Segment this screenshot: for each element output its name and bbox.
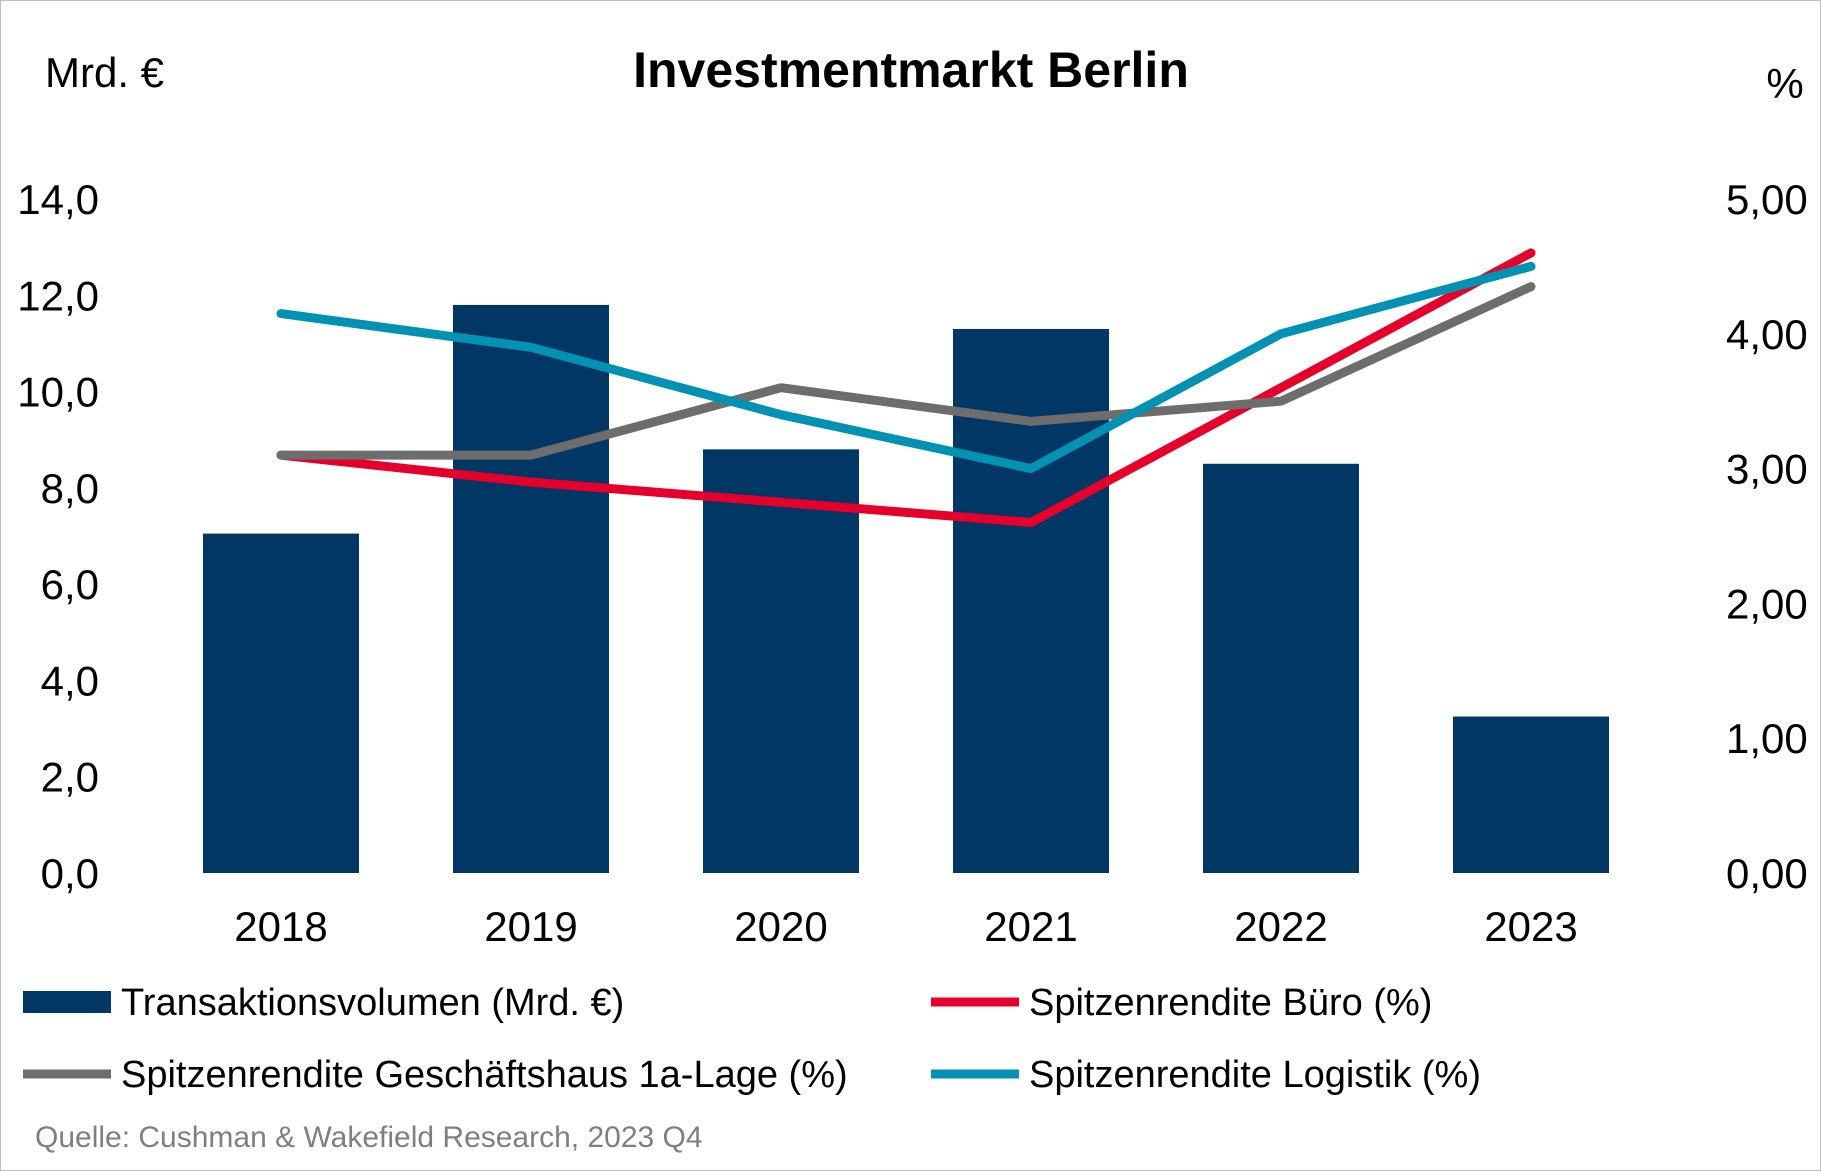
- right-axis-ticks: 0,00 1,00 2,00 3,00 4,00 5,00: [1726, 176, 1808, 897]
- line-series-1: [276, 282, 1536, 460]
- line-point-1-2018: [280, 454, 282, 457]
- right-tick-label: 1,00: [1726, 715, 1808, 762]
- bar-2019: [453, 304, 609, 873]
- line-series-2: [276, 261, 1536, 474]
- bar-2023: [1453, 716, 1609, 873]
- left-tick-label: 4,0: [41, 657, 99, 704]
- line-point-1-2021: [1030, 420, 1032, 423]
- left-tick-label: 14,0: [17, 176, 99, 223]
- legend: Transaktionsvolumen (Mrd. €) Spitzenrend…: [23, 982, 1481, 1096]
- x-tick-label: 2022: [1234, 903, 1327, 950]
- x-tick-label: 2020: [734, 903, 827, 950]
- line-point-1-2023: [1530, 285, 1532, 288]
- bar-2018: [203, 533, 359, 873]
- legend-label-transaktionsvolumen: Transaktionsvolumen (Mrd. €): [121, 982, 624, 1024]
- x-axis-ticks: 2018 2019 2020 2021 2022 2023: [234, 903, 1577, 950]
- line-point-2-2022: [1280, 332, 1282, 335]
- left-tick-label: 0,0: [41, 850, 99, 897]
- line-point-0-2023: [1530, 251, 1532, 254]
- legend-label-geschaeftshaus: Spitzenrendite Geschäftshaus 1a-Lage (%): [121, 1054, 848, 1096]
- line-point-2-2019: [530, 346, 532, 349]
- source-note: Quelle: Cushman & Wakefield Research, 20…: [35, 1121, 703, 1154]
- left-tick-label: 6,0: [41, 561, 99, 608]
- line-series-0: [276, 248, 1536, 527]
- right-axis-unit: %: [1766, 60, 1803, 107]
- x-tick-label: 2019: [484, 903, 577, 950]
- left-tick-label: 12,0: [17, 272, 99, 319]
- right-tick-label: 3,00: [1726, 446, 1808, 493]
- legend-swatch-bar: [23, 991, 111, 1013]
- left-tick-label: 8,0: [41, 465, 99, 512]
- line-point-0-2019: [530, 481, 532, 484]
- legend-item-geschaeftshaus: Spitzenrendite Geschäftshaus 1a-Lage (%): [23, 1054, 848, 1096]
- line-point-2-2018: [280, 312, 282, 315]
- left-tick-label: 2,0: [41, 754, 99, 801]
- legend-label-buero: Spitzenrendite Büro (%): [1029, 982, 1432, 1024]
- x-tick-label: 2023: [1484, 903, 1577, 950]
- x-tick-label: 2018: [234, 903, 327, 950]
- line-point-0-2020: [780, 501, 782, 504]
- right-tick-label: 4,00: [1726, 311, 1808, 358]
- line-point-1-2019: [530, 454, 532, 457]
- line-point-0-2022: [1280, 386, 1282, 389]
- left-axis-unit: Mrd. €: [45, 49, 164, 96]
- legend-item-transaktionsvolumen: Transaktionsvolumen (Mrd. €): [23, 982, 624, 1024]
- bar-series: [203, 304, 1609, 873]
- x-tick-label: 2021: [984, 903, 1077, 950]
- line-point-1-2020: [780, 386, 782, 389]
- left-axis-ticks: 0,0 2,0 4,0 6,0 8,0 10,0 12,0 14,0: [17, 176, 99, 897]
- line-point-2-2020: [780, 413, 782, 416]
- line-point-0-2021: [1030, 521, 1032, 524]
- right-tick-label: 2,00: [1726, 580, 1808, 627]
- line-point-1-2022: [1280, 400, 1282, 403]
- right-tick-label: 0,00: [1726, 850, 1808, 897]
- bar-2020: [703, 449, 859, 873]
- line-series-group: [276, 248, 1536, 527]
- right-tick-label: 5,00: [1726, 176, 1808, 223]
- line-point-2-2021: [1030, 467, 1032, 470]
- bar-2022: [1203, 463, 1359, 873]
- chart-title: Investmentmarkt Berlin: [633, 42, 1189, 98]
- legend-label-logistik: Spitzenrendite Logistik (%): [1029, 1054, 1481, 1096]
- line-point-2-2023: [1530, 265, 1532, 268]
- left-tick-label: 10,0: [17, 369, 99, 416]
- legend-item-logistik: Spitzenrendite Logistik (%): [931, 1054, 1481, 1096]
- legend-item-buero: Spitzenrendite Büro (%): [931, 982, 1432, 1024]
